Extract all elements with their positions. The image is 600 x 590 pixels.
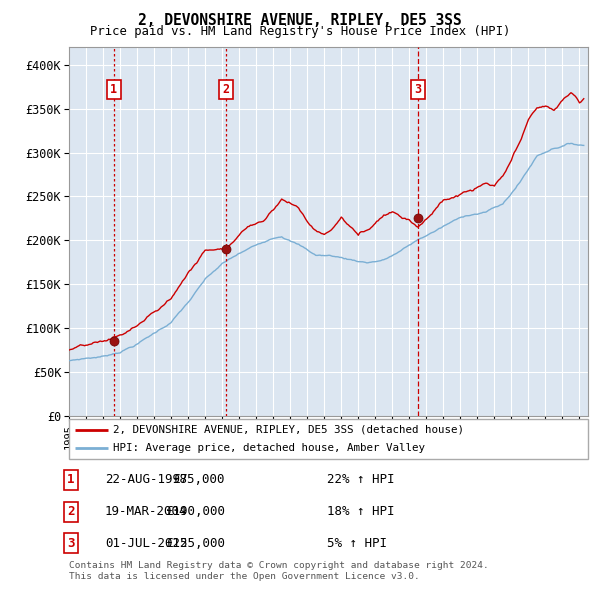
Text: 22-AUG-1997: 22-AUG-1997	[105, 473, 187, 486]
Text: £85,000: £85,000	[173, 473, 225, 486]
Text: 22% ↑ HPI: 22% ↑ HPI	[327, 473, 395, 486]
Text: Contains HM Land Registry data © Crown copyright and database right 2024.: Contains HM Land Registry data © Crown c…	[69, 561, 489, 570]
Text: 2, DEVONSHIRE AVENUE, RIPLEY, DE5 3SS: 2, DEVONSHIRE AVENUE, RIPLEY, DE5 3SS	[138, 13, 462, 28]
Text: 2: 2	[223, 83, 229, 96]
Text: 3: 3	[67, 537, 74, 550]
FancyBboxPatch shape	[69, 419, 588, 459]
Text: Price paid vs. HM Land Registry's House Price Index (HPI): Price paid vs. HM Land Registry's House …	[90, 25, 510, 38]
Text: 1: 1	[67, 473, 74, 486]
Text: 2: 2	[67, 505, 74, 518]
Text: 3: 3	[414, 83, 421, 96]
Text: 19-MAR-2004: 19-MAR-2004	[105, 505, 187, 518]
Text: 2, DEVONSHIRE AVENUE, RIPLEY, DE5 3SS (detached house): 2, DEVONSHIRE AVENUE, RIPLEY, DE5 3SS (d…	[113, 425, 464, 435]
Text: This data is licensed under the Open Government Licence v3.0.: This data is licensed under the Open Gov…	[69, 572, 420, 581]
Text: £225,000: £225,000	[165, 537, 225, 550]
Text: HPI: Average price, detached house, Amber Valley: HPI: Average price, detached house, Ambe…	[113, 443, 425, 453]
Text: £190,000: £190,000	[165, 505, 225, 518]
Text: 01-JUL-2015: 01-JUL-2015	[105, 537, 187, 550]
Text: 1: 1	[110, 83, 118, 96]
Text: 18% ↑ HPI: 18% ↑ HPI	[327, 505, 395, 518]
Text: 5% ↑ HPI: 5% ↑ HPI	[327, 537, 387, 550]
